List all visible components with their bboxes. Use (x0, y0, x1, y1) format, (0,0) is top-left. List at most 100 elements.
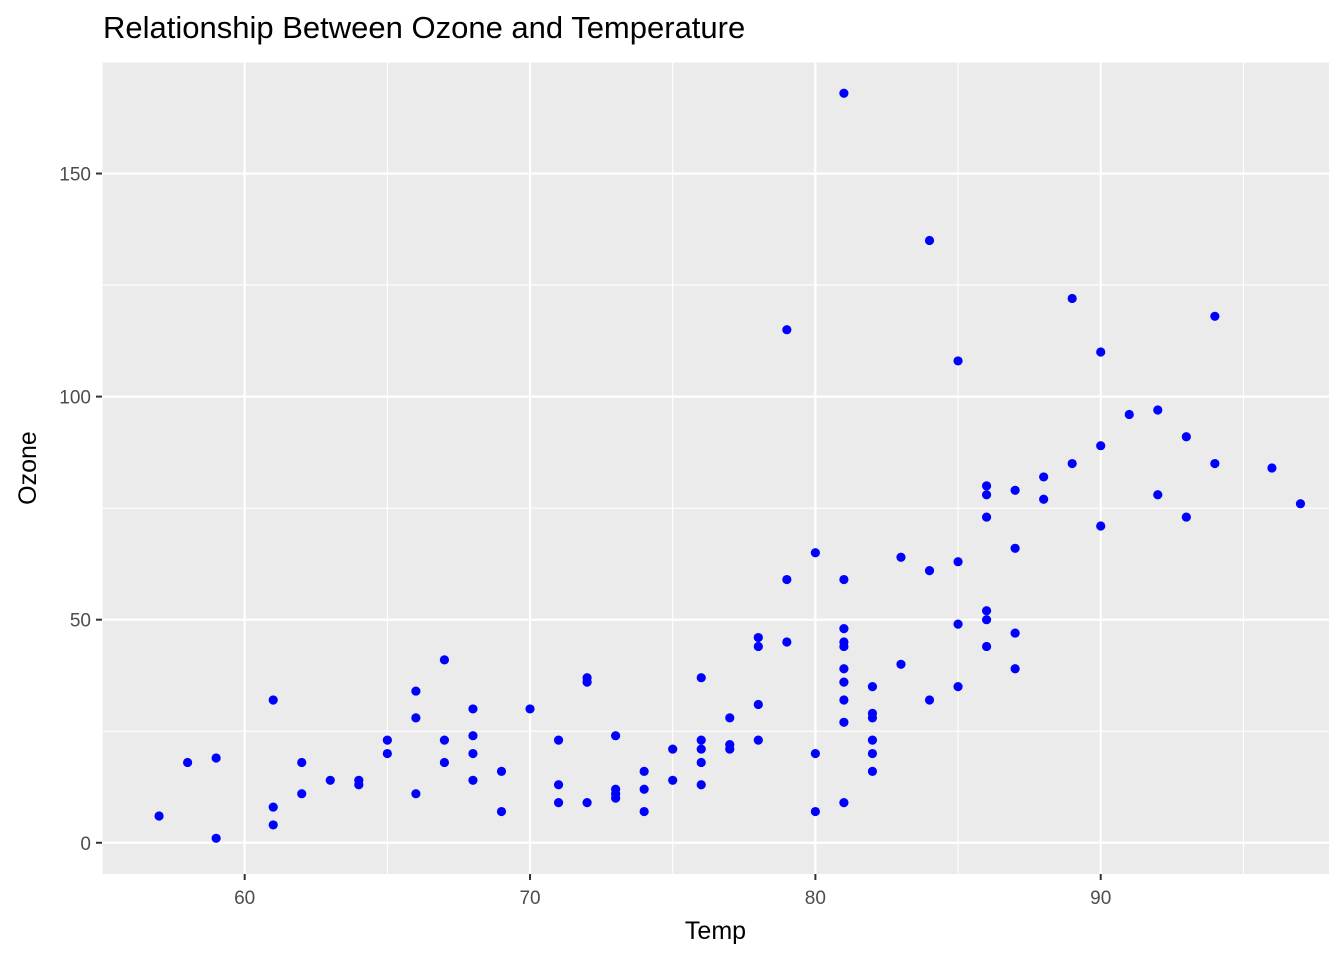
chart-title: Relationship Between Ozone and Temperatu… (103, 10, 746, 45)
data-point (981, 641, 992, 652)
data-point (611, 784, 621, 794)
data-point (839, 637, 849, 647)
data-point (1153, 490, 1163, 500)
data-point (1096, 347, 1106, 357)
data-point (810, 748, 820, 759)
y-tick-label: 100 (59, 388, 91, 409)
data-point (924, 235, 935, 246)
data-point (1010, 664, 1020, 674)
data-point (268, 802, 278, 812)
data-point (981, 481, 992, 491)
data-point (981, 490, 992, 500)
data-point (696, 780, 706, 790)
data-point (1010, 485, 1020, 495)
x-tick-label: 80 (805, 888, 826, 909)
data-point (439, 757, 450, 768)
data-point (839, 574, 849, 585)
data-point (867, 708, 878, 718)
data-point (325, 775, 335, 785)
data-point (1096, 521, 1106, 531)
data-point (668, 744, 678, 754)
data-point (468, 704, 478, 714)
data-point (354, 775, 364, 785)
data-point (725, 740, 735, 750)
data-point (782, 325, 792, 335)
x-axis: 60 70 80 90 (234, 874, 1111, 909)
data-point (1067, 293, 1077, 304)
data-point (696, 673, 706, 683)
data-point (582, 798, 592, 808)
data-point (867, 748, 878, 759)
data-point (1295, 499, 1306, 509)
data-point (211, 753, 221, 763)
data-point (154, 811, 164, 821)
data-point (268, 695, 278, 705)
data-point (297, 789, 307, 799)
data-point (782, 637, 792, 647)
data-point (1210, 458, 1220, 469)
data-point (211, 833, 221, 843)
major-gridlines (102, 62, 1329, 874)
data-point (553, 735, 564, 745)
data-point (1039, 472, 1049, 482)
data-point (1267, 463, 1277, 473)
data-point (1124, 409, 1134, 420)
data-point (268, 820, 278, 830)
data-point (1010, 628, 1020, 638)
data-point (439, 735, 450, 745)
y-tick-label: 50 (70, 611, 91, 632)
data-point (525, 704, 535, 714)
data-point (468, 775, 478, 785)
data-point (1153, 405, 1163, 415)
data-point (981, 606, 992, 616)
data-point (297, 757, 307, 768)
data-point (696, 735, 706, 745)
data-point (839, 677, 849, 687)
y-tick-label: 150 (59, 165, 91, 186)
x-tick-label: 90 (1090, 888, 1111, 909)
data-point (782, 574, 792, 585)
x-tick-label: 70 (519, 888, 540, 909)
data-point (896, 659, 906, 669)
data-point (953, 356, 963, 366)
data-point (639, 766, 649, 776)
data-point (639, 806, 649, 817)
data-point (411, 713, 421, 723)
data-point (725, 713, 735, 723)
data-point (839, 664, 849, 674)
data-point (1181, 512, 1191, 522)
data-point (553, 780, 564, 790)
data-point (953, 682, 963, 692)
data-point (953, 619, 963, 629)
data-point (810, 548, 820, 558)
data-point (839, 798, 849, 808)
data-point (1010, 543, 1020, 553)
data-point (867, 682, 878, 692)
data-point (668, 775, 678, 785)
data-point (496, 806, 507, 817)
data-point (867, 735, 878, 745)
data-point (839, 624, 849, 634)
minor-gridlines (101, 61, 1329, 874)
data-point (382, 735, 392, 745)
y-axis: 0 50 100 150 (59, 165, 102, 855)
data-point (810, 806, 820, 817)
data-point (553, 798, 564, 808)
data-point (1067, 458, 1077, 469)
data-point (183, 757, 193, 768)
data-point (981, 512, 992, 522)
data-point (1039, 494, 1049, 504)
data-point (411, 789, 421, 799)
data-point (639, 784, 649, 794)
data-point (953, 557, 963, 567)
data-point (696, 757, 706, 768)
data-point (468, 748, 478, 759)
data-point (696, 744, 706, 754)
data-point (753, 641, 763, 652)
x-tick-label: 60 (234, 888, 255, 909)
data-point (411, 686, 421, 696)
data-point (468, 731, 478, 741)
data-points (154, 88, 1306, 843)
data-point (839, 717, 849, 727)
